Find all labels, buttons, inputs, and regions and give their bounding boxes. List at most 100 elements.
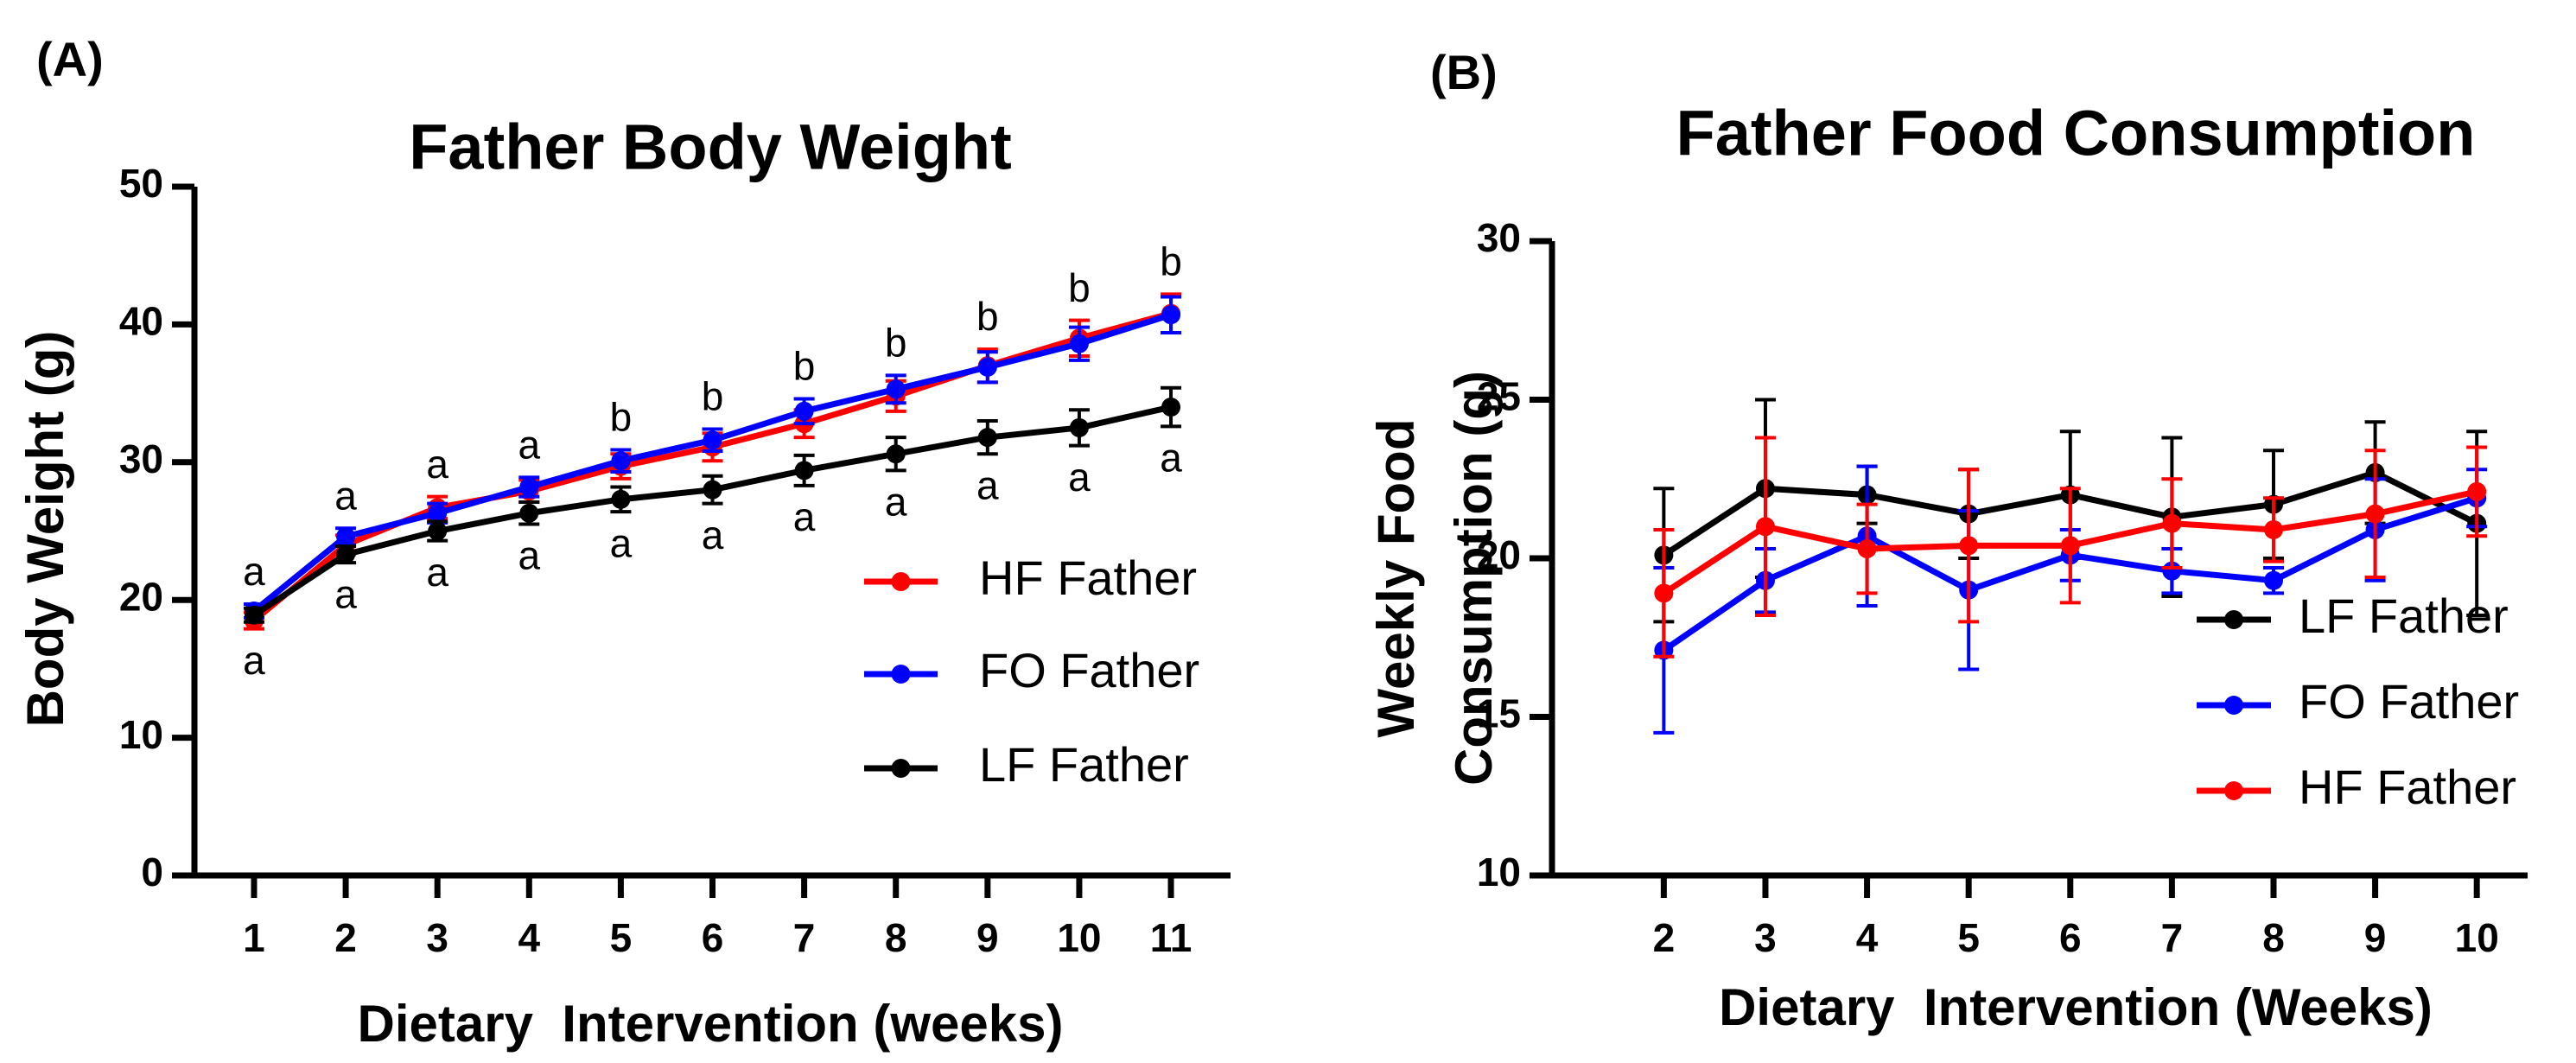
marker xyxy=(977,357,997,377)
marker xyxy=(703,480,722,500)
marker xyxy=(2263,519,2283,539)
marker xyxy=(1959,536,1979,556)
y-tick-label: 30 xyxy=(1477,215,1521,260)
y-tick-label: 50 xyxy=(119,161,163,206)
marker xyxy=(519,477,539,497)
x-axis-label: Dietary Intervention (weeks) xyxy=(358,995,1064,1053)
significance-label: a xyxy=(702,512,724,557)
significance-label: a xyxy=(1068,455,1091,500)
y-tick-label: 20 xyxy=(119,574,163,619)
marker xyxy=(336,544,356,564)
legend-label: LF Father xyxy=(979,737,1189,792)
significance-label: b xyxy=(1160,239,1182,283)
significance-label: a xyxy=(243,549,265,594)
marker xyxy=(1654,583,1674,603)
significance-label: a xyxy=(518,533,540,578)
significance-label: a xyxy=(793,494,816,539)
marker xyxy=(1161,398,1181,417)
x-tick-label: 7 xyxy=(2161,915,2184,960)
legend-marker xyxy=(891,759,911,778)
x-tick-label: 3 xyxy=(426,915,448,960)
x-tick-label: 5 xyxy=(610,915,633,960)
significance-label: a xyxy=(243,638,265,683)
marker xyxy=(703,430,722,450)
significance-label: a xyxy=(426,550,448,595)
significance-label: b xyxy=(793,344,816,389)
legend-label: FO Father xyxy=(2299,674,2519,729)
x-tick-label: 1 xyxy=(243,915,265,960)
y-axis-label: Weekly Food xyxy=(1367,419,1425,738)
y-tick-label: 20 xyxy=(1477,532,1521,577)
legend-marker xyxy=(2224,610,2243,629)
x-tick-label: 4 xyxy=(518,915,540,960)
x-tick-label: 9 xyxy=(976,915,999,960)
chart-title: Father Body Weight xyxy=(409,111,1012,183)
marker xyxy=(794,461,814,481)
legend-marker xyxy=(891,572,911,591)
significance-label: b xyxy=(976,294,999,339)
legend-marker xyxy=(2224,696,2243,715)
y-tick-label: 10 xyxy=(1477,850,1521,894)
marker xyxy=(2162,513,2182,533)
x-axis-label: Dietary Intervention (Weeks) xyxy=(1719,978,2433,1036)
x-tick-label: 8 xyxy=(885,915,907,960)
y-tick-label: 30 xyxy=(119,436,163,481)
y-axis-label: Body Weight (g) xyxy=(16,331,74,728)
significance-label: a xyxy=(334,473,357,518)
significance-label: b xyxy=(1068,265,1091,310)
marker xyxy=(2467,481,2487,501)
significance-label: a xyxy=(518,422,540,467)
y-tick-label: 40 xyxy=(119,299,163,344)
significance-label: b xyxy=(702,374,724,419)
panel-label: (A) xyxy=(36,32,104,86)
significance-label: b xyxy=(610,395,633,440)
marker xyxy=(1857,538,1877,558)
significance-label: a xyxy=(1160,436,1182,481)
x-tick-label: 10 xyxy=(1057,915,1101,960)
marker xyxy=(428,503,448,523)
marker xyxy=(2060,536,2080,556)
significance-label: b xyxy=(885,321,907,366)
significance-label: a xyxy=(885,480,907,525)
marker xyxy=(2365,504,2385,524)
marker xyxy=(977,428,997,448)
legend-label: HF Father xyxy=(2299,760,2516,814)
legend-label: HF Father xyxy=(979,551,1197,605)
y-tick-label: 0 xyxy=(141,850,163,894)
significance-label: a xyxy=(976,462,999,507)
marker xyxy=(519,503,539,523)
marker xyxy=(336,526,356,546)
x-tick-label: 10 xyxy=(2455,915,2499,960)
marker xyxy=(1161,305,1181,325)
x-tick-label: 5 xyxy=(1957,915,1980,960)
marker xyxy=(611,489,631,509)
legend-label: FO Father xyxy=(979,643,1199,697)
significance-label: a xyxy=(334,571,357,616)
x-tick-label: 2 xyxy=(334,915,357,960)
marker xyxy=(244,605,264,625)
legend-marker xyxy=(2224,781,2243,800)
marker xyxy=(1069,417,1089,437)
x-tick-label: 3 xyxy=(1754,915,1777,960)
x-tick-label: 6 xyxy=(702,915,724,960)
y-axis-label: Consumption (g) xyxy=(1445,371,1503,786)
x-tick-label: 9 xyxy=(2364,915,2387,960)
marker xyxy=(886,379,906,399)
marker xyxy=(886,444,906,464)
marker xyxy=(1069,334,1089,353)
x-tick-label: 11 xyxy=(1150,915,1193,960)
chart-title: Father Food Consumption xyxy=(1676,98,2476,169)
significance-label: a xyxy=(610,520,633,565)
marker xyxy=(1755,517,1775,537)
legend-marker xyxy=(891,665,911,684)
marker xyxy=(794,401,814,421)
marker xyxy=(611,451,631,471)
x-tick-label: 7 xyxy=(793,915,816,960)
significance-label: a xyxy=(426,442,448,487)
y-tick-label: 10 xyxy=(119,712,163,757)
y-tick-label: 25 xyxy=(1477,374,1521,419)
panel-label: (B) xyxy=(1430,45,1498,99)
marker xyxy=(428,521,448,541)
